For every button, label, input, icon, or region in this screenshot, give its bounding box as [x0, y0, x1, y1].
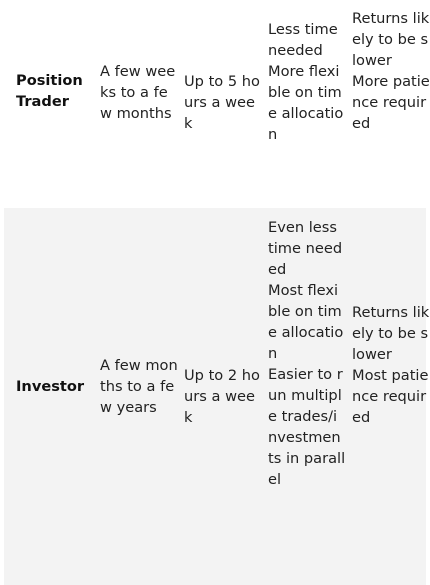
duration-cell: A few weeks to a few months	[100, 63, 176, 122]
table-row-investor: Investor A few months to a few years Up …	[4, 208, 429, 585]
role-cell: Investor	[16, 378, 85, 395]
pros-cell: Less time needed More flexible on time a…	[268, 21, 344, 143]
cons-cell: Returns likely to be slower More patienc…	[352, 10, 430, 132]
time-commitment-cell: Up to 5 hours a week	[184, 73, 260, 132]
time-commitment-cell: Up to 2 hours a week	[184, 367, 260, 426]
duration-cell: A few months to a few years	[100, 357, 178, 416]
pros-cell: Even less time needed Most flexible on t…	[268, 219, 346, 488]
table-row-position-trader: Position Trader A few weeks to a few mon…	[4, 0, 430, 208]
role-cell: Position Trader	[16, 72, 83, 110]
cons-cell: Returns likely to be slower Most patienc…	[352, 304, 430, 426]
comparison-table: Position Trader A few weeks to a few mon…	[4, 0, 430, 585]
